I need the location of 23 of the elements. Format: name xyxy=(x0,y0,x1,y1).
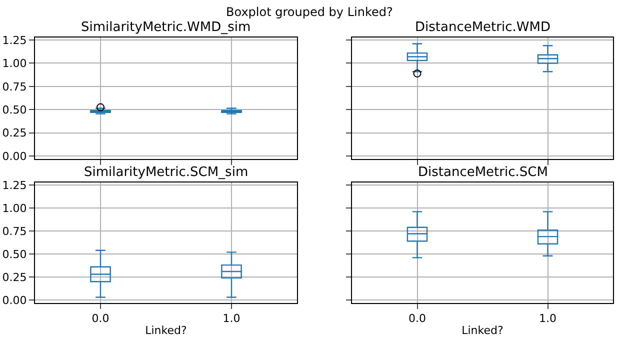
x-axis-title: Linked? xyxy=(462,324,504,338)
x-tick-label: 0.0 xyxy=(92,312,110,325)
y-tick-label: 0.75 xyxy=(2,80,27,94)
y-tick-label: 1.25 xyxy=(2,178,27,192)
y-tick-label: 0.25 xyxy=(2,126,27,140)
y-tick-label: 1.25 xyxy=(2,34,27,47)
y-tick-label: 0.75 xyxy=(2,224,27,238)
y-tick-label: 1.00 xyxy=(2,57,27,70)
chart-title: DistanceMetric.SCM xyxy=(418,165,548,180)
chart-title: SimilarityMetric.WMD_sim xyxy=(81,20,251,35)
y-tick-label: 0.25 xyxy=(2,270,27,284)
y-tick-label: 1.00 xyxy=(2,202,27,215)
y-tick-label: 0.00 xyxy=(2,294,27,307)
y-tick-label: 0.00 xyxy=(2,150,27,163)
x-tick-label: 1.0 xyxy=(222,312,240,325)
x-tick-label: 1.0 xyxy=(539,312,556,325)
chart-title: DistanceMetric.WMD xyxy=(415,20,550,35)
x-axis-title: Linked? xyxy=(145,324,188,338)
y-tick-label: 0.50 xyxy=(2,248,27,261)
chart-title: SimilarityMetric.SCM_sim xyxy=(84,165,248,180)
x-tick-label: 0.0 xyxy=(408,312,426,325)
y-tick-label: 0.50 xyxy=(2,103,27,116)
text: Boxplot grouped by Linked? xyxy=(226,5,393,19)
